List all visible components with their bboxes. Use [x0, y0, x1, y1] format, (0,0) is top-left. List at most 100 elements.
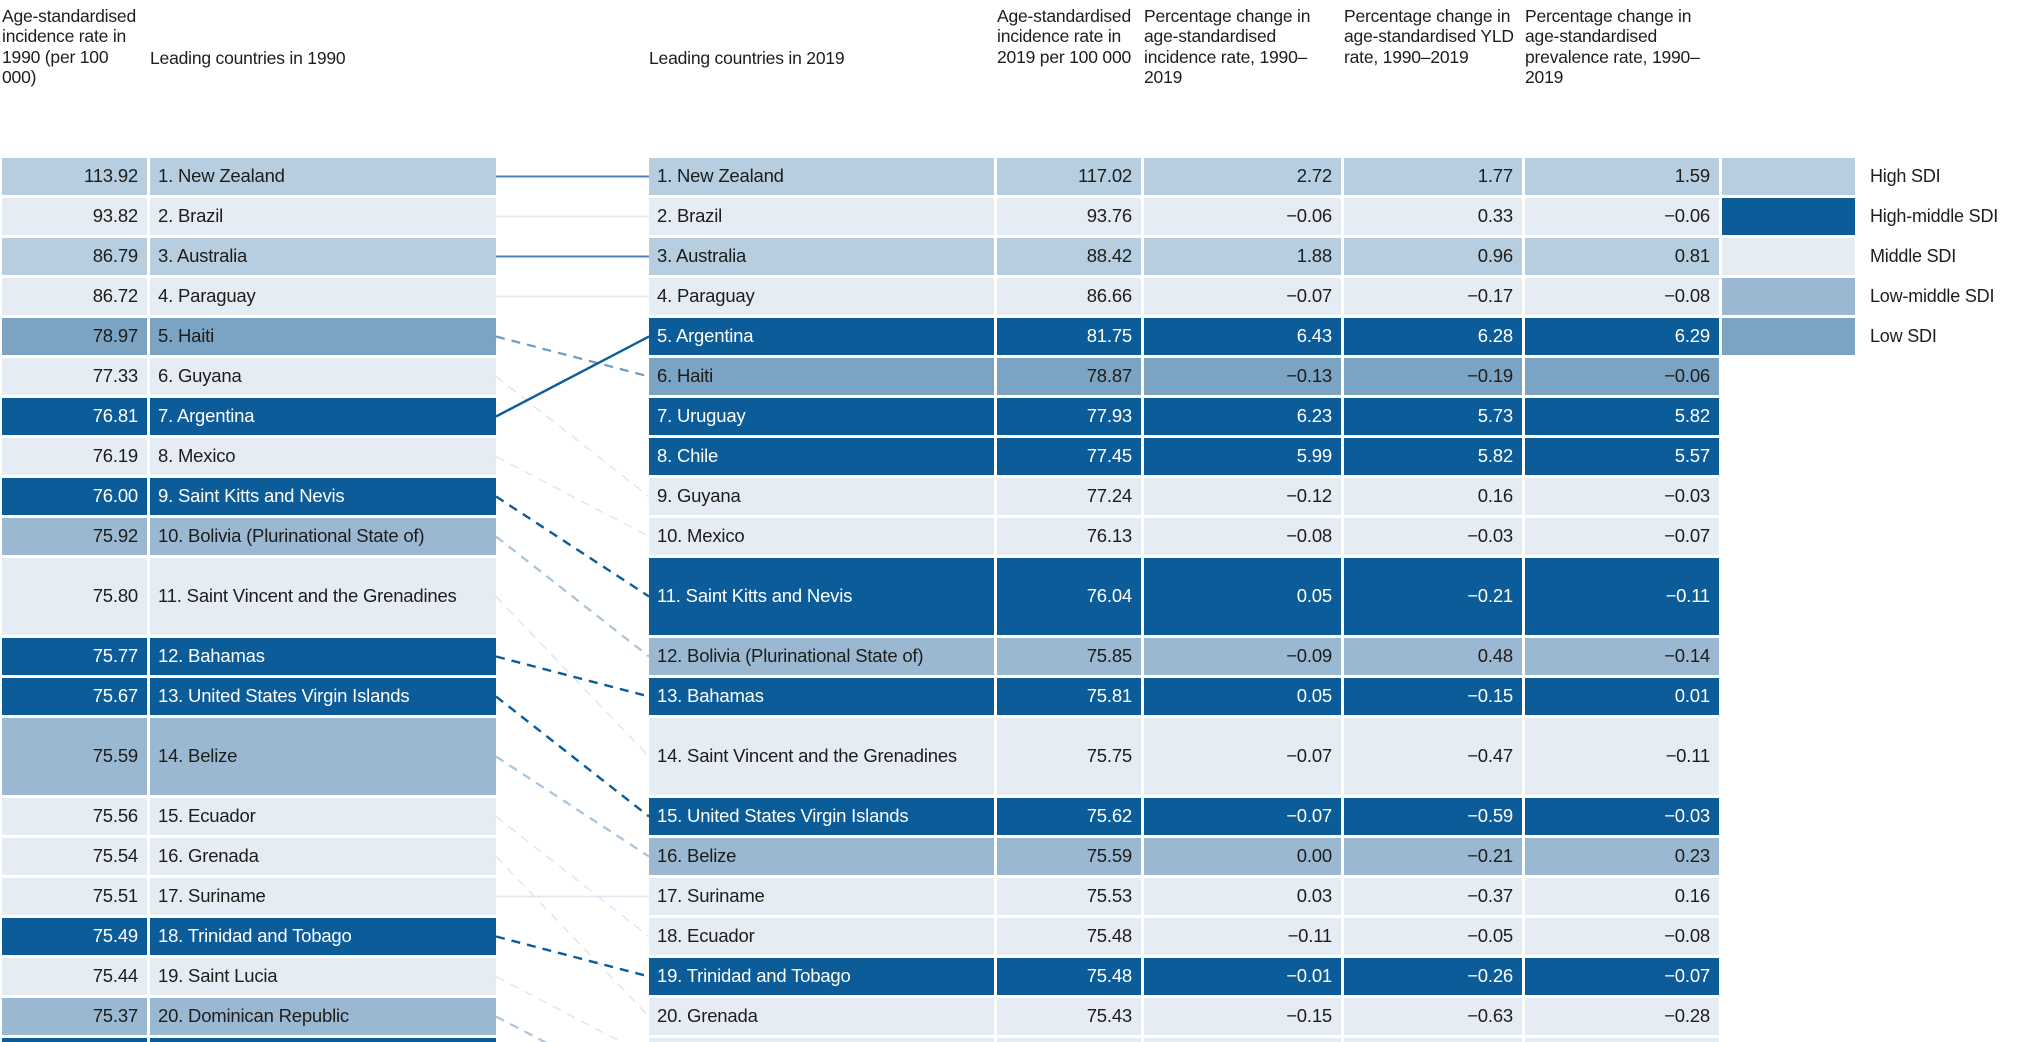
incidence-change-rank-13: 0.05 — [1144, 678, 1341, 715]
country-1990-rank-18: 18. Trinidad and Tobago — [150, 918, 496, 955]
prevalence-change-rank-15: −0.03 — [1525, 798, 1719, 835]
country-1990-rank-16: 16. Grenada — [150, 838, 496, 875]
prevalence-change-rank-5: 6.29 — [1525, 318, 1719, 355]
prevalence-change-rank-13: 0.01 — [1525, 678, 1719, 715]
value-2019-rank-15: 75.62 — [997, 798, 1141, 835]
value-1990-rank-6: 77.33 — [2, 358, 147, 395]
prevalence-change-rank-7: 5.82 — [1525, 398, 1719, 435]
country-2019-rank-8: 8. Chile — [649, 438, 994, 475]
yld-change-rank-12: 0.48 — [1344, 638, 1522, 675]
legend-label-middle: Middle SDI — [1870, 245, 1957, 266]
value-1990-rank-19: 75.44 — [2, 958, 147, 995]
country-2019-rank-14: 14. Saint Vincent and the Grenadines — [649, 718, 994, 795]
legend-label-low-middle: Low-middle SDI — [1870, 285, 1995, 306]
country-2019-rank-18: 18. Ecuador — [649, 918, 994, 955]
country-1990-rank-14: 14. Belize — [150, 718, 496, 795]
yld-change-rank-9: 0.16 — [1344, 478, 1522, 515]
incidence-change-rank-1: 2.72 — [1144, 158, 1341, 195]
country-1990-rank-3: 3. Australia — [150, 238, 496, 275]
incidence-change-rank-3: 1.88 — [1144, 238, 1341, 275]
value-2019-rank-1: 117.02 — [997, 158, 1141, 195]
legend-label-low: Low SDI — [1870, 325, 1937, 346]
legend-swatch-high — [1722, 158, 1855, 195]
yld-change-rank-17: −0.37 — [1344, 878, 1522, 915]
country-1990-rank-17: 17. Suriname — [150, 878, 496, 915]
country-2019-rank-13: 13. Bahamas — [649, 678, 994, 715]
incidence-change-rank-11: 0.05 — [1144, 558, 1341, 635]
legend-swatch-low-middle — [1722, 278, 1855, 315]
yld-change-rank-20: −0.63 — [1344, 998, 1522, 1035]
value-1990-rank-12: 75.77 — [2, 638, 147, 675]
yld-change-rank-7: 5.73 — [1344, 398, 1522, 435]
country-2019-rank-10: 10. Mexico — [649, 518, 994, 555]
prevalence-change-rank-4: −0.08 — [1525, 278, 1719, 315]
country-1990-rank-7: 7. Argentina — [150, 398, 496, 435]
country-1990-rank-10: 10. Bolivia (Plurinational State of) — [150, 518, 496, 555]
country-1990-rank-9: 9. Saint Kitts and Nevis — [150, 478, 496, 515]
value-2019-rank-11: 76.04 — [997, 558, 1141, 635]
yld-change-rank-2: 0.33 — [1344, 198, 1522, 235]
incidence-change-rank-8: 5.99 — [1144, 438, 1341, 475]
country-2019-rank-2: 2. Brazil — [649, 198, 994, 235]
incidence-change-rank-7: 6.23 — [1144, 398, 1341, 435]
cutoff-row-prevalence — [1525, 1038, 1719, 1042]
value-2019-rank-4: 86.66 — [997, 278, 1141, 315]
value-2019-rank-17: 75.53 — [997, 878, 1141, 915]
value-2019-rank-18: 75.48 — [997, 918, 1141, 955]
prevalence-change-rank-12: −0.14 — [1525, 638, 1719, 675]
cutoff-row-left-country — [150, 1038, 496, 1042]
yld-change-rank-5: 6.28 — [1344, 318, 1522, 355]
country-1990-rank-2: 2. Brazil — [150, 198, 496, 235]
country-2019-rank-19: 19. Trinidad and Tobago — [649, 958, 994, 995]
value-1990-rank-18: 75.49 — [2, 918, 147, 955]
header-value-2019: Age-standardised incidence rate in 2019 … — [997, 6, 1132, 67]
prevalence-change-rank-10: −0.07 — [1525, 518, 1719, 555]
value-1990-rank-8: 76.19 — [2, 438, 147, 475]
header-change-incidence: Percentage change in age-standardised in… — [1144, 6, 1311, 87]
incidence-change-rank-9: −0.12 — [1144, 478, 1341, 515]
prevalence-change-rank-16: 0.23 — [1525, 838, 1719, 875]
prevalence-change-rank-8: 5.57 — [1525, 438, 1719, 475]
cutoff-row-left-value — [2, 1038, 147, 1042]
prevalence-change-rank-3: 0.81 — [1525, 238, 1719, 275]
legend-swatch-high-middle — [1722, 198, 1855, 235]
legend-swatch-low — [1722, 318, 1855, 355]
yld-change-rank-8: 5.82 — [1344, 438, 1522, 475]
value-1990-rank-16: 75.54 — [2, 838, 147, 875]
country-2019-rank-20: 20. Grenada — [649, 998, 994, 1035]
yld-change-rank-11: −0.21 — [1344, 558, 1522, 635]
header-countries-2019: Leading countries in 2019 — [649, 48, 845, 68]
value-2019-rank-12: 75.85 — [997, 638, 1141, 675]
country-1990-rank-20: 20. Dominican Republic — [150, 998, 496, 1035]
value-1990-rank-11: 75.80 — [2, 558, 147, 635]
value-2019-rank-19: 75.48 — [997, 958, 1141, 995]
prevalence-change-rank-19: −0.07 — [1525, 958, 1719, 995]
country-2019-rank-6: 6. Haiti — [649, 358, 994, 395]
prevalence-change-rank-9: −0.03 — [1525, 478, 1719, 515]
incidence-change-rank-18: −0.11 — [1144, 918, 1341, 955]
country-2019-rank-4: 4. Paraguay — [649, 278, 994, 315]
country-1990-rank-6: 6. Guyana — [150, 358, 496, 395]
country-2019-rank-15: 15. United States Virgin Islands — [649, 798, 994, 835]
country-1990-rank-1: 1. New Zealand — [150, 158, 496, 195]
value-1990-rank-15: 75.56 — [2, 798, 147, 835]
value-1990-rank-17: 75.51 — [2, 878, 147, 915]
yld-change-rank-15: −0.59 — [1344, 798, 1522, 835]
value-2019-rank-5: 81.75 — [997, 318, 1141, 355]
prevalence-change-rank-18: −0.08 — [1525, 918, 1719, 955]
header-change-yld: Percentage change in age-standardised YL… — [1344, 6, 1514, 67]
prevalence-change-rank-6: −0.06 — [1525, 358, 1719, 395]
prevalence-change-rank-1: 1.59 — [1525, 158, 1719, 195]
country-2019-rank-16: 16. Belize — [649, 838, 994, 875]
incidence-change-rank-12: −0.09 — [1144, 638, 1341, 675]
value-1990-rank-20: 75.37 — [2, 998, 147, 1035]
value-2019-rank-6: 78.87 — [997, 358, 1141, 395]
incidence-change-rank-16: 0.00 — [1144, 838, 1341, 875]
value-1990-rank-5: 78.97 — [2, 318, 147, 355]
legend-label-high-middle: High-middle SDI — [1870, 205, 1999, 226]
incidence-change-rank-5: 6.43 — [1144, 318, 1341, 355]
country-2019-rank-1: 1. New Zealand — [649, 158, 994, 195]
value-1990-rank-9: 76.00 — [2, 478, 147, 515]
